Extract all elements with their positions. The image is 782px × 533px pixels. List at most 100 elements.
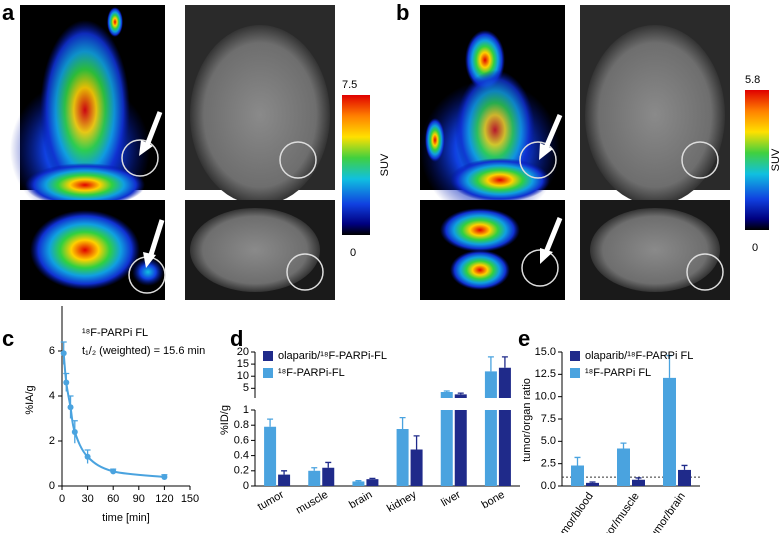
error-bar <box>267 418 274 427</box>
bar <box>498 367 511 486</box>
y-tick-label: 7.5 <box>541 413 556 425</box>
bar <box>586 482 599 486</box>
y-tick-label: 0 <box>243 480 249 492</box>
bar <box>278 474 291 486</box>
bar <box>264 426 277 486</box>
x-tick-label: tumor/muscle <box>594 491 642 533</box>
y-tick-label: 5.0 <box>541 435 556 447</box>
y-axis-label: %ID/g <box>219 405 231 435</box>
bar <box>440 391 453 486</box>
bar <box>663 377 676 486</box>
y-tick-label: 0.8 <box>234 419 249 431</box>
y-tick-label: 6 <box>49 345 55 357</box>
y-tick-label: 15.0 <box>535 346 556 358</box>
y-tick-label: 20 <box>237 346 249 358</box>
panel-label: d <box>230 326 243 351</box>
error-bar <box>574 456 581 466</box>
y-tick-label: 2.5 <box>541 458 556 470</box>
x-tick-label: tumor/brain <box>646 491 688 533</box>
panel-a-images <box>10 5 370 300</box>
x-tick-label: 30 <box>81 493 93 505</box>
bar <box>454 394 467 486</box>
x-tick-label: 60 <box>107 493 119 505</box>
data-point <box>71 429 78 435</box>
y-axis-label: tumor/organ ratio <box>521 378 533 462</box>
x-tick-label: liver <box>439 489 463 510</box>
y-tick-label: 0.6 <box>234 434 249 446</box>
colorbar-label: SUV <box>379 153 391 176</box>
error-bar <box>281 470 288 475</box>
legend-swatch <box>570 368 580 378</box>
error-bar <box>355 480 362 482</box>
data-point <box>60 350 67 357</box>
y-tick-label: 5 <box>243 382 249 394</box>
bar <box>410 449 423 486</box>
error-bar <box>443 390 450 392</box>
data-point <box>161 474 168 480</box>
error-bar <box>681 464 688 470</box>
y-tick-label: 1 <box>243 404 249 416</box>
data-point <box>110 468 117 475</box>
annotation: t₁/₂ (weighted) = 15.6 min <box>82 345 205 357</box>
error-bar <box>457 392 464 395</box>
error-bar <box>413 435 420 450</box>
error-bar <box>589 481 596 483</box>
legend-label: olaparib/¹⁸F-PARPi-FL <box>278 350 387 362</box>
x-tick-label: kidney <box>385 488 419 515</box>
bar <box>322 467 335 486</box>
colorbar-label: SUV <box>770 148 782 171</box>
x-axis-label: time [min] <box>102 512 150 524</box>
error-bar <box>666 354 673 378</box>
bar <box>678 469 691 486</box>
bar <box>484 371 497 486</box>
y-axis-label: %IA/g <box>24 385 36 414</box>
y-tick-label: 0.2 <box>234 465 249 477</box>
panel-label: a <box>2 0 15 25</box>
bar <box>352 481 365 486</box>
y-tick-label: 4 <box>49 390 55 402</box>
x-tick-label: 90 <box>133 493 145 505</box>
y-tick-label: 10.0 <box>535 391 556 403</box>
colorbar-min: 0 <box>350 247 356 259</box>
colorbar-max: 5.8 <box>745 74 760 86</box>
panel-b-images <box>420 5 769 300</box>
colorbar-max: 7.5 <box>342 79 357 91</box>
panel-label: c <box>2 326 14 351</box>
error-bar <box>399 416 406 429</box>
y-tick-label: 15 <box>237 358 249 370</box>
axis <box>254 410 520 487</box>
data-point <box>84 453 91 460</box>
y-tick-label: 0.0 <box>541 480 556 492</box>
bar <box>366 479 379 486</box>
annotation: ¹⁸F-PARPi FL <box>82 327 148 339</box>
error-bar <box>369 477 376 480</box>
bar <box>617 448 630 486</box>
y-tick-label: 0.4 <box>234 450 249 462</box>
x-tick-label: 0 <box>59 493 65 505</box>
legend-label: ¹⁸F-PARPi-FL <box>278 367 345 379</box>
x-tick-label: brain <box>347 489 374 512</box>
error-bar <box>311 467 318 471</box>
error-bar <box>325 461 332 468</box>
legend-swatch <box>263 351 273 361</box>
x-tick-label: muscle <box>294 489 330 517</box>
data-point <box>67 404 74 411</box>
error-bar <box>501 356 508 368</box>
error-bar <box>635 477 642 480</box>
bar <box>571 465 584 486</box>
error-bar <box>487 356 494 372</box>
x-tick-label: bone <box>480 489 507 512</box>
data-point <box>63 379 70 386</box>
legend-label: olaparib/¹⁸F-PARPi FL <box>585 350 693 362</box>
bar <box>632 479 645 486</box>
error-bar <box>620 442 627 449</box>
legend-label: ¹⁸F-PARPi FL <box>585 367 651 379</box>
fit-line <box>62 353 165 478</box>
x-tick-label: tumor/blood <box>553 491 596 533</box>
x-tick-label: tumor <box>256 489 287 514</box>
y-tick-label: 0 <box>49 480 55 492</box>
colorbar-min: 0 <box>752 242 758 254</box>
legend-swatch <box>570 351 580 361</box>
y-tick-label: 2 <box>49 435 55 447</box>
